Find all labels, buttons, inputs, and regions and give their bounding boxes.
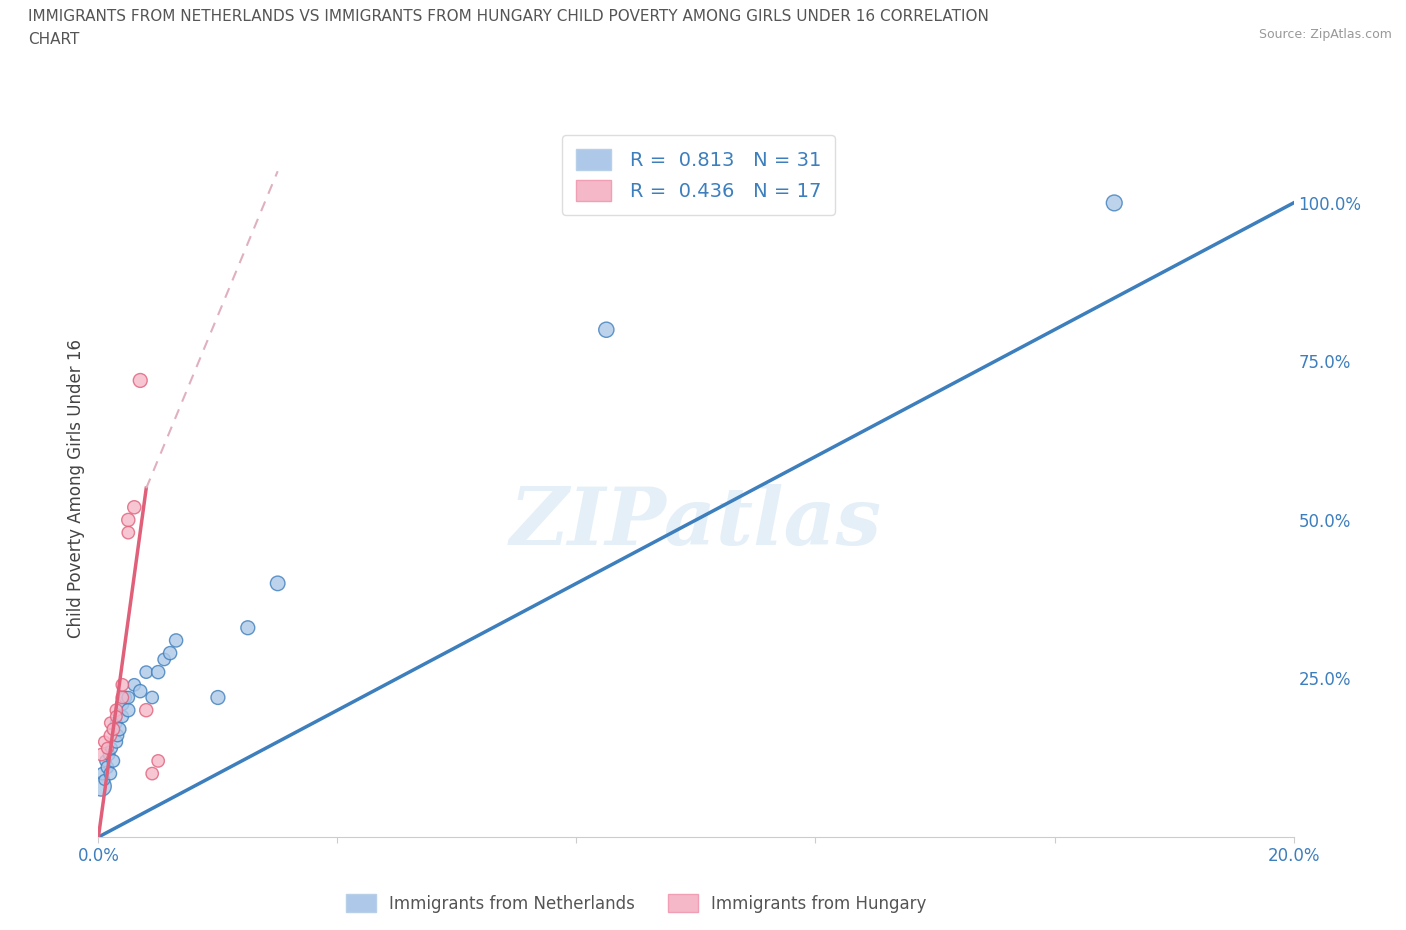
Point <box>90 778 112 793</box>
Point <box>105 735 128 750</box>
Point <box>105 703 128 718</box>
Point <box>1104 195 1126 210</box>
Point <box>96 741 118 756</box>
Point <box>105 715 128 730</box>
Point <box>96 760 118 775</box>
Point <box>135 703 157 718</box>
Point <box>129 684 152 698</box>
Point <box>148 665 170 680</box>
Text: IMMIGRANTS FROM NETHERLANDS VS IMMIGRANTS FROM HUNGARY CHILD POVERTY AMONG GIRLS: IMMIGRANTS FROM NETHERLANDS VS IMMIGRANT… <box>28 9 988 46</box>
Text: Source: ZipAtlas.com: Source: ZipAtlas.com <box>1258 28 1392 41</box>
Point <box>135 665 157 680</box>
Point <box>105 709 128 724</box>
Point <box>111 690 134 705</box>
Point <box>111 677 134 692</box>
Point <box>111 697 134 711</box>
Point <box>236 620 259 635</box>
Point <box>98 747 121 762</box>
Point <box>159 645 181 660</box>
Y-axis label: Child Poverty Among Girls Under 16: Child Poverty Among Girls Under 16 <box>66 339 84 638</box>
Point <box>100 766 122 781</box>
Point <box>91 766 114 781</box>
Point <box>90 747 112 762</box>
Point <box>117 690 139 705</box>
Point <box>207 690 229 705</box>
Point <box>165 633 187 648</box>
Point <box>141 690 163 705</box>
Point <box>100 728 122 743</box>
Point <box>129 373 152 388</box>
Point <box>111 709 134 724</box>
Point <box>124 677 146 692</box>
Point <box>117 525 139 540</box>
Point <box>103 722 125 737</box>
Legend: Immigrants from Netherlands, Immigrants from Hungary: Immigrants from Netherlands, Immigrants … <box>339 887 934 920</box>
Point <box>108 722 131 737</box>
Point <box>103 753 125 768</box>
Point <box>148 753 170 768</box>
Point <box>94 753 117 768</box>
Point <box>93 735 115 750</box>
Point <box>100 741 122 756</box>
Point <box>117 512 139 527</box>
Point <box>107 728 129 743</box>
Point <box>267 576 290 591</box>
Point <box>124 499 146 514</box>
Point <box>93 773 115 788</box>
Point <box>100 715 122 730</box>
Text: ZIPatlas: ZIPatlas <box>510 485 882 562</box>
Point <box>114 690 136 705</box>
Point <box>595 323 617 338</box>
Point <box>117 703 139 718</box>
Point <box>153 652 176 667</box>
Point <box>141 766 163 781</box>
